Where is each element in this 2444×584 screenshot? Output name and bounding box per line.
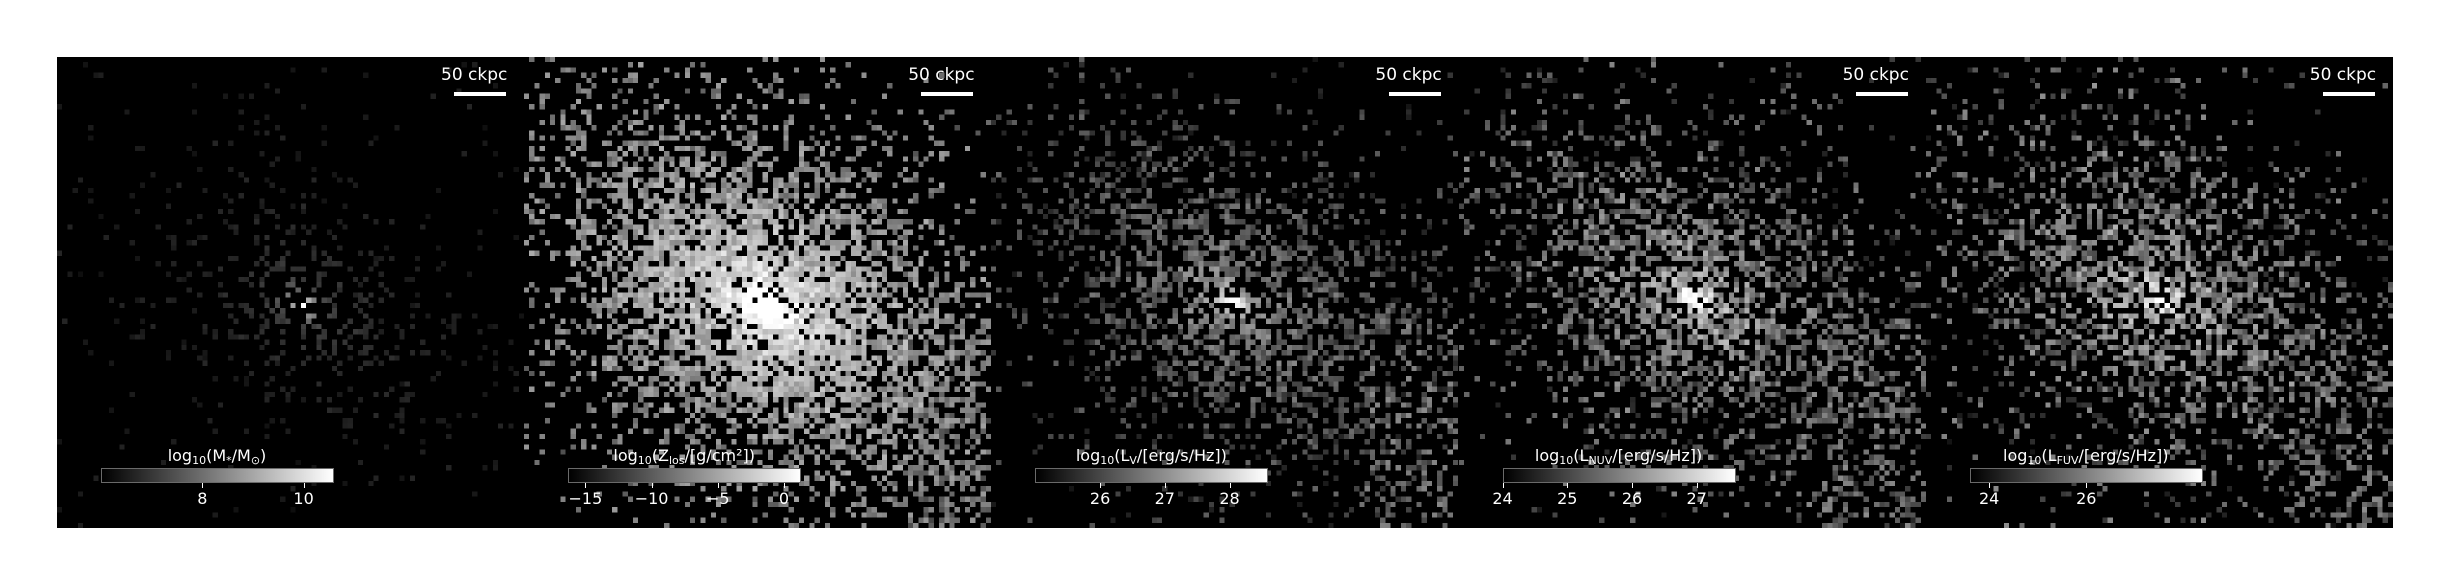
colorbar-tick-label: −10 [634, 489, 669, 508]
scalebar-line [2322, 92, 2375, 96]
scalebar-line [1388, 92, 1441, 96]
colorbar-title-title-prefix: log [2003, 446, 2028, 465]
colorbar-tick-label: 25 [1557, 489, 1578, 508]
colorbar-title: log10(LNUV/[erg/s/Hz]) [1499, 446, 1739, 471]
colorbar-title-title-body: (L [1573, 446, 1589, 465]
colorbar-tick-label: 8 [197, 489, 208, 508]
colorbar-tick-label: 0 [778, 489, 790, 508]
panel-nuv-luminosity: 50 ckpc log10(LNUV/[erg/s/Hz]) 24 25 26 27 [1458, 57, 1926, 528]
colorbar-title-title-suffix: /[erg/s/Hz]) [1612, 446, 1703, 465]
colorbar-title-title-sub-2: NUV [1588, 454, 1613, 467]
colorbar-title-title-sub-2: V [1129, 454, 1137, 467]
colorbar-tick [1632, 483, 1633, 488]
colorbar [101, 468, 334, 483]
colorbar-title-title-prefix: log [167, 446, 193, 465]
scalebar-label: 50 ckpc [1842, 65, 1909, 85]
colorbar-tick [585, 483, 587, 488]
scalebar-label: 50 ckpc [2309, 65, 2377, 85]
colorbar-tick [1164, 483, 1166, 488]
scalebar-line [1855, 92, 1908, 96]
colorbar-tick-label: 27 [1686, 489, 1707, 508]
scalebar-line [454, 92, 507, 96]
colorbar-title-title-suffix: /[erg/s/Hz]) [2078, 446, 2169, 465]
scalebar-label: 50 ckpc [441, 65, 508, 85]
colorbar-tick-label: −5 [705, 489, 730, 508]
colorbar [568, 468, 802, 483]
colorbar-title-title-end: ) [260, 446, 267, 465]
panel-fuv-luminosity: 50 ckpc log10(LFUV/[erg/s/Hz]) 24 26 [1925, 57, 2393, 528]
colorbar-title-title-body: (L [2041, 446, 2057, 465]
colorbar-title: log10(M*/M⊙) [97, 446, 337, 471]
colorbar-tick [202, 483, 204, 488]
colorbar-tick-label: 26 [1621, 489, 1643, 508]
galaxy-image-nuv-luminosity [1458, 57, 1926, 528]
colorbar-title-title-body: (L [1114, 446, 1130, 465]
colorbar-tick [2086, 483, 2088, 488]
colorbar-tick [651, 483, 653, 488]
colorbar-title-title-body: (Z [651, 446, 669, 465]
colorbar-tick [783, 483, 785, 488]
colorbar-title-title-prefix: log [1534, 446, 1560, 465]
colorbar-title-title-sub-base: 10 [2027, 454, 2042, 467]
colorbar-title-title-sub-2: * [226, 454, 232, 467]
galaxy-image-metallicity [524, 57, 992, 528]
scalebar-label: 50 ckpc [1375, 65, 1442, 85]
colorbar-tick [303, 483, 305, 488]
colorbar-tick-label: 24 [1492, 489, 1513, 508]
colorbar-tick-label: 24 [1978, 489, 2000, 508]
colorbar-tick [1696, 483, 1698, 488]
colorbar-title-title-sub-2: FUV [2056, 454, 2079, 467]
panel-metallicity: 50 ckpc log10(Zlos/[g/cm²]) −15 −10 −5 0 [524, 57, 992, 528]
colorbar-title-title-sub-3: ⊙ [250, 454, 261, 467]
galaxy-image-stellar-mass [57, 57, 524, 528]
colorbar-title-title-suffix: /M [231, 446, 251, 465]
colorbar-tick-label: 28 [1219, 489, 1240, 508]
colorbar-title-title-prefix: log [1075, 446, 1101, 465]
colorbar-title-title-suffix: /[erg/s/Hz]) [1136, 446, 1227, 465]
colorbar-title-title-sub-2: los [668, 454, 685, 467]
colorbar-tick [1502, 483, 1504, 488]
colorbar-tick-label: 27 [1154, 489, 1175, 508]
colorbar-title: log10(LFUV/[erg/s/Hz]) [1966, 446, 2206, 471]
colorbar-title-title-sub-base: 10 [1100, 454, 1115, 467]
panel-stellar-mass: 50 ckpc log10(M*/M⊙) 8 10 [57, 57, 525, 528]
colorbar-tick [1567, 483, 1569, 488]
colorbar-title-title-body: (M [206, 446, 227, 465]
colorbar-title-title-sub-base: 10 [1559, 454, 1574, 467]
colorbar-tick [1229, 483, 1231, 488]
colorbar [1035, 468, 1269, 483]
colorbar-tick-label: 26 [2076, 489, 2097, 508]
colorbar [1502, 468, 1736, 483]
galaxy-image-fuv-luminosity [1925, 57, 2393, 528]
scalebar-label: 50 ckpc [908, 65, 975, 85]
colorbar-title-title-suffix: /[g/cm²]) [684, 446, 755, 465]
panel-v-band-luminosity: 50 ckpc log10(LV/[erg/s/Hz]) 26 27 28 [991, 57, 1459, 528]
colorbar-tick [1989, 483, 1991, 488]
colorbar-tick [1100, 483, 1102, 488]
colorbar-title: log10(Zlos/[g/cm²]) [564, 446, 804, 471]
colorbar-tick-label: −15 [568, 489, 603, 508]
colorbar-title-title-prefix: log [613, 446, 638, 465]
colorbar-title: log10(LV/[erg/s/Hz]) [1031, 446, 1271, 471]
colorbar-tick [717, 483, 719, 488]
colorbar-tick-label: 10 [293, 489, 314, 508]
colorbar [1969, 468, 2203, 483]
galaxy-image-v-band-luminosity [991, 57, 1459, 528]
colorbar-tick-label: 26 [1089, 489, 1111, 508]
scalebar-line [921, 92, 974, 96]
colorbar-title-title-sub-base: 10 [192, 454, 207, 467]
panels-row: 50 ckpc log10(M*/M⊙) 8 10 50 ckpc log10(Zlos/… [57, 57, 2393, 528]
colorbar-title-title-sub-base: 10 [637, 454, 652, 467]
